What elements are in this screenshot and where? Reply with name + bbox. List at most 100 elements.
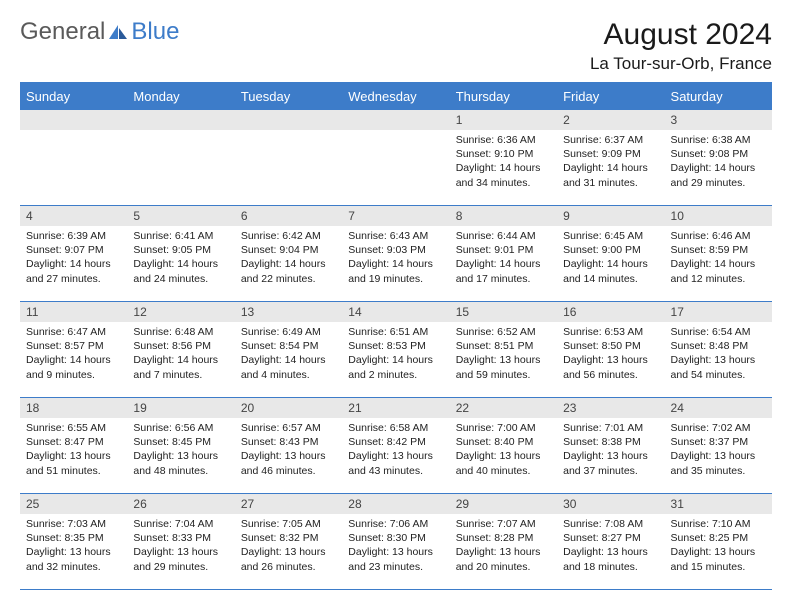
- day-number: [20, 110, 127, 130]
- day-content: Sunrise: 6:47 AMSunset: 8:57 PMDaylight:…: [20, 322, 127, 388]
- sunset-text: Sunset: 8:45 PM: [133, 435, 228, 449]
- day-number: 28: [342, 494, 449, 514]
- calendar-cell: 6Sunrise: 6:42 AMSunset: 9:04 PMDaylight…: [235, 206, 342, 302]
- sunrise-text: Sunrise: 7:04 AM: [133, 517, 228, 531]
- sunset-text: Sunset: 8:38 PM: [563, 435, 658, 449]
- day-number: 8: [450, 206, 557, 226]
- sunset-text: Sunset: 8:59 PM: [671, 243, 766, 257]
- sunrise-text: Sunrise: 6:39 AM: [26, 229, 121, 243]
- sunset-text: Sunset: 8:25 PM: [671, 531, 766, 545]
- day-content: Sunrise: 6:49 AMSunset: 8:54 PMDaylight:…: [235, 322, 342, 388]
- day-content: Sunrise: 6:46 AMSunset: 8:59 PMDaylight:…: [665, 226, 772, 292]
- day-number: 10: [665, 206, 772, 226]
- daylight-text: Daylight: 13 hours and 56 minutes.: [563, 353, 658, 381]
- calendar-cell: [342, 110, 449, 206]
- calendar-cell: 12Sunrise: 6:48 AMSunset: 8:56 PMDayligh…: [127, 302, 234, 398]
- daylight-text: Daylight: 14 hours and 24 minutes.: [133, 257, 228, 285]
- sunrise-text: Sunrise: 7:05 AM: [241, 517, 336, 531]
- daylight-text: Daylight: 13 hours and 15 minutes.: [671, 545, 766, 573]
- sunrise-text: Sunrise: 6:44 AM: [456, 229, 551, 243]
- day-number: 12: [127, 302, 234, 322]
- calendar-cell: 8Sunrise: 6:44 AMSunset: 9:01 PMDaylight…: [450, 206, 557, 302]
- sunrise-text: Sunrise: 6:38 AM: [671, 133, 766, 147]
- sunset-text: Sunset: 9:01 PM: [456, 243, 551, 257]
- daylight-text: Daylight: 14 hours and 34 minutes.: [456, 161, 551, 189]
- day-number: [235, 110, 342, 130]
- daylight-text: Daylight: 14 hours and 12 minutes.: [671, 257, 766, 285]
- sunrise-text: Sunrise: 7:07 AM: [456, 517, 551, 531]
- daylight-text: Daylight: 14 hours and 7 minutes.: [133, 353, 228, 381]
- calendar-cell: 3Sunrise: 6:38 AMSunset: 9:08 PMDaylight…: [665, 110, 772, 206]
- day-content: Sunrise: 7:04 AMSunset: 8:33 PMDaylight:…: [127, 514, 234, 580]
- day-number: [127, 110, 234, 130]
- daylight-text: Daylight: 13 hours and 48 minutes.: [133, 449, 228, 477]
- day-number: 16: [557, 302, 664, 322]
- day-number: 26: [127, 494, 234, 514]
- sunrise-text: Sunrise: 6:37 AM: [563, 133, 658, 147]
- sunset-text: Sunset: 8:54 PM: [241, 339, 336, 353]
- calendar-cell: 28Sunrise: 7:06 AMSunset: 8:30 PMDayligh…: [342, 494, 449, 590]
- day-number: 31: [665, 494, 772, 514]
- sunrise-text: Sunrise: 6:49 AM: [241, 325, 336, 339]
- day-content: Sunrise: 6:43 AMSunset: 9:03 PMDaylight:…: [342, 226, 449, 292]
- calendar-cell: 14Sunrise: 6:51 AMSunset: 8:53 PMDayligh…: [342, 302, 449, 398]
- day-number: 24: [665, 398, 772, 418]
- daylight-text: Daylight: 13 hours and 51 minutes.: [26, 449, 121, 477]
- sunrise-text: Sunrise: 6:36 AM: [456, 133, 551, 147]
- page-subtitle: La Tour-sur-Orb, France: [590, 54, 772, 74]
- daylight-text: Daylight: 13 hours and 26 minutes.: [241, 545, 336, 573]
- day-number: 22: [450, 398, 557, 418]
- day-number: 27: [235, 494, 342, 514]
- day-content: Sunrise: 6:45 AMSunset: 9:00 PMDaylight:…: [557, 226, 664, 292]
- calendar-cell: 17Sunrise: 6:54 AMSunset: 8:48 PMDayligh…: [665, 302, 772, 398]
- day-content: Sunrise: 6:42 AMSunset: 9:04 PMDaylight:…: [235, 226, 342, 292]
- day-number: 9: [557, 206, 664, 226]
- day-number: 17: [665, 302, 772, 322]
- sunset-text: Sunset: 8:57 PM: [26, 339, 121, 353]
- calendar-cell: 26Sunrise: 7:04 AMSunset: 8:33 PMDayligh…: [127, 494, 234, 590]
- day-number: 20: [235, 398, 342, 418]
- day-content: Sunrise: 6:53 AMSunset: 8:50 PMDaylight:…: [557, 322, 664, 388]
- day-content: Sunrise: 7:03 AMSunset: 8:35 PMDaylight:…: [20, 514, 127, 580]
- logo-text-blue: Blue: [131, 18, 179, 46]
- sunset-text: Sunset: 8:32 PM: [241, 531, 336, 545]
- calendar-cell: 23Sunrise: 7:01 AMSunset: 8:38 PMDayligh…: [557, 398, 664, 494]
- day-number: 25: [20, 494, 127, 514]
- sunset-text: Sunset: 9:10 PM: [456, 147, 551, 161]
- day-content: Sunrise: 6:37 AMSunset: 9:09 PMDaylight:…: [557, 130, 664, 196]
- day-number: 19: [127, 398, 234, 418]
- calendar-cell: 31Sunrise: 7:10 AMSunset: 8:25 PMDayligh…: [665, 494, 772, 590]
- day-content: Sunrise: 6:58 AMSunset: 8:42 PMDaylight:…: [342, 418, 449, 484]
- weekday-header: Tuesday: [235, 83, 342, 110]
- daylight-text: Daylight: 13 hours and 35 minutes.: [671, 449, 766, 477]
- day-content: Sunrise: 6:38 AMSunset: 9:08 PMDaylight:…: [665, 130, 772, 196]
- day-number: 11: [20, 302, 127, 322]
- sunrise-text: Sunrise: 6:47 AM: [26, 325, 121, 339]
- calendar-week-row: 4Sunrise: 6:39 AMSunset: 9:07 PMDaylight…: [20, 206, 772, 302]
- calendar-cell: 2Sunrise: 6:37 AMSunset: 9:09 PMDaylight…: [557, 110, 664, 206]
- sunrise-text: Sunrise: 7:02 AM: [671, 421, 766, 435]
- day-number: 14: [342, 302, 449, 322]
- day-content: Sunrise: 6:54 AMSunset: 8:48 PMDaylight:…: [665, 322, 772, 388]
- day-content: Sunrise: 6:44 AMSunset: 9:01 PMDaylight:…: [450, 226, 557, 292]
- title-block: August 2024 La Tour-sur-Orb, France: [590, 18, 772, 74]
- sunrise-text: Sunrise: 6:41 AM: [133, 229, 228, 243]
- day-content: Sunrise: 6:41 AMSunset: 9:05 PMDaylight:…: [127, 226, 234, 292]
- day-number: 6: [235, 206, 342, 226]
- calendar-cell: 13Sunrise: 6:49 AMSunset: 8:54 PMDayligh…: [235, 302, 342, 398]
- sunset-text: Sunset: 9:03 PM: [348, 243, 443, 257]
- calendar-cell: 4Sunrise: 6:39 AMSunset: 9:07 PMDaylight…: [20, 206, 127, 302]
- daylight-text: Daylight: 13 hours and 18 minutes.: [563, 545, 658, 573]
- daylight-text: Daylight: 14 hours and 19 minutes.: [348, 257, 443, 285]
- sunrise-text: Sunrise: 6:56 AM: [133, 421, 228, 435]
- sunrise-text: Sunrise: 7:03 AM: [26, 517, 121, 531]
- day-number: 30: [557, 494, 664, 514]
- daylight-text: Daylight: 13 hours and 37 minutes.: [563, 449, 658, 477]
- weekday-header: Friday: [557, 83, 664, 110]
- day-number: 15: [450, 302, 557, 322]
- daylight-text: Daylight: 14 hours and 22 minutes.: [241, 257, 336, 285]
- day-content: [127, 130, 234, 139]
- sunset-text: Sunset: 8:43 PM: [241, 435, 336, 449]
- calendar-cell: 15Sunrise: 6:52 AMSunset: 8:51 PMDayligh…: [450, 302, 557, 398]
- page-title: August 2024: [590, 18, 772, 52]
